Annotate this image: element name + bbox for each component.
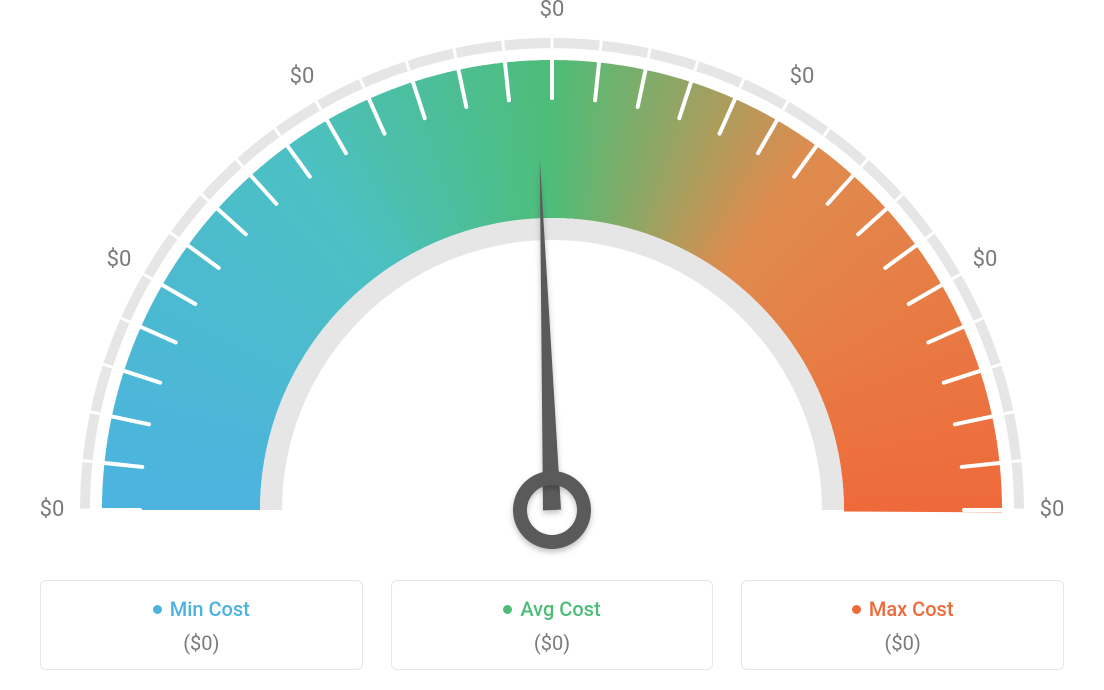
- legend-row: Min Cost ($0) Avg Cost ($0) Max Cost ($0…: [40, 580, 1064, 670]
- legend-value-avg: ($0): [402, 631, 703, 655]
- legend-card-max: Max Cost ($0): [741, 580, 1064, 670]
- svg-text:$0: $0: [1040, 497, 1065, 522]
- legend-value-max: ($0): [752, 631, 1053, 655]
- legend-dot-max: [852, 605, 861, 614]
- legend-title-min: Min Cost: [153, 597, 250, 621]
- legend-label-min: Min Cost: [170, 597, 250, 621]
- svg-text:$0: $0: [540, 0, 565, 22]
- legend-card-avg: Avg Cost ($0): [391, 580, 714, 670]
- legend-label-avg: Avg Cost: [520, 597, 600, 621]
- legend-title-max: Max Cost: [852, 597, 954, 621]
- legend-dot-avg: [503, 605, 512, 614]
- legend-dot-min: [153, 605, 162, 614]
- svg-text:$0: $0: [973, 247, 998, 272]
- legend-title-avg: Avg Cost: [503, 597, 600, 621]
- svg-text:$0: $0: [107, 247, 132, 272]
- gauge-chart: $0 $0 $0 $0 $0 $0 $0: [22, 0, 1082, 560]
- legend-card-min: Min Cost ($0): [40, 580, 363, 670]
- gauge-svg: $0 $0 $0 $0 $0 $0 $0: [22, 0, 1082, 580]
- legend-value-min: ($0): [51, 631, 352, 655]
- legend-label-max: Max Cost: [869, 597, 954, 621]
- svg-text:$0: $0: [40, 497, 65, 522]
- svg-text:$0: $0: [790, 64, 815, 89]
- svg-text:$0: $0: [290, 64, 315, 89]
